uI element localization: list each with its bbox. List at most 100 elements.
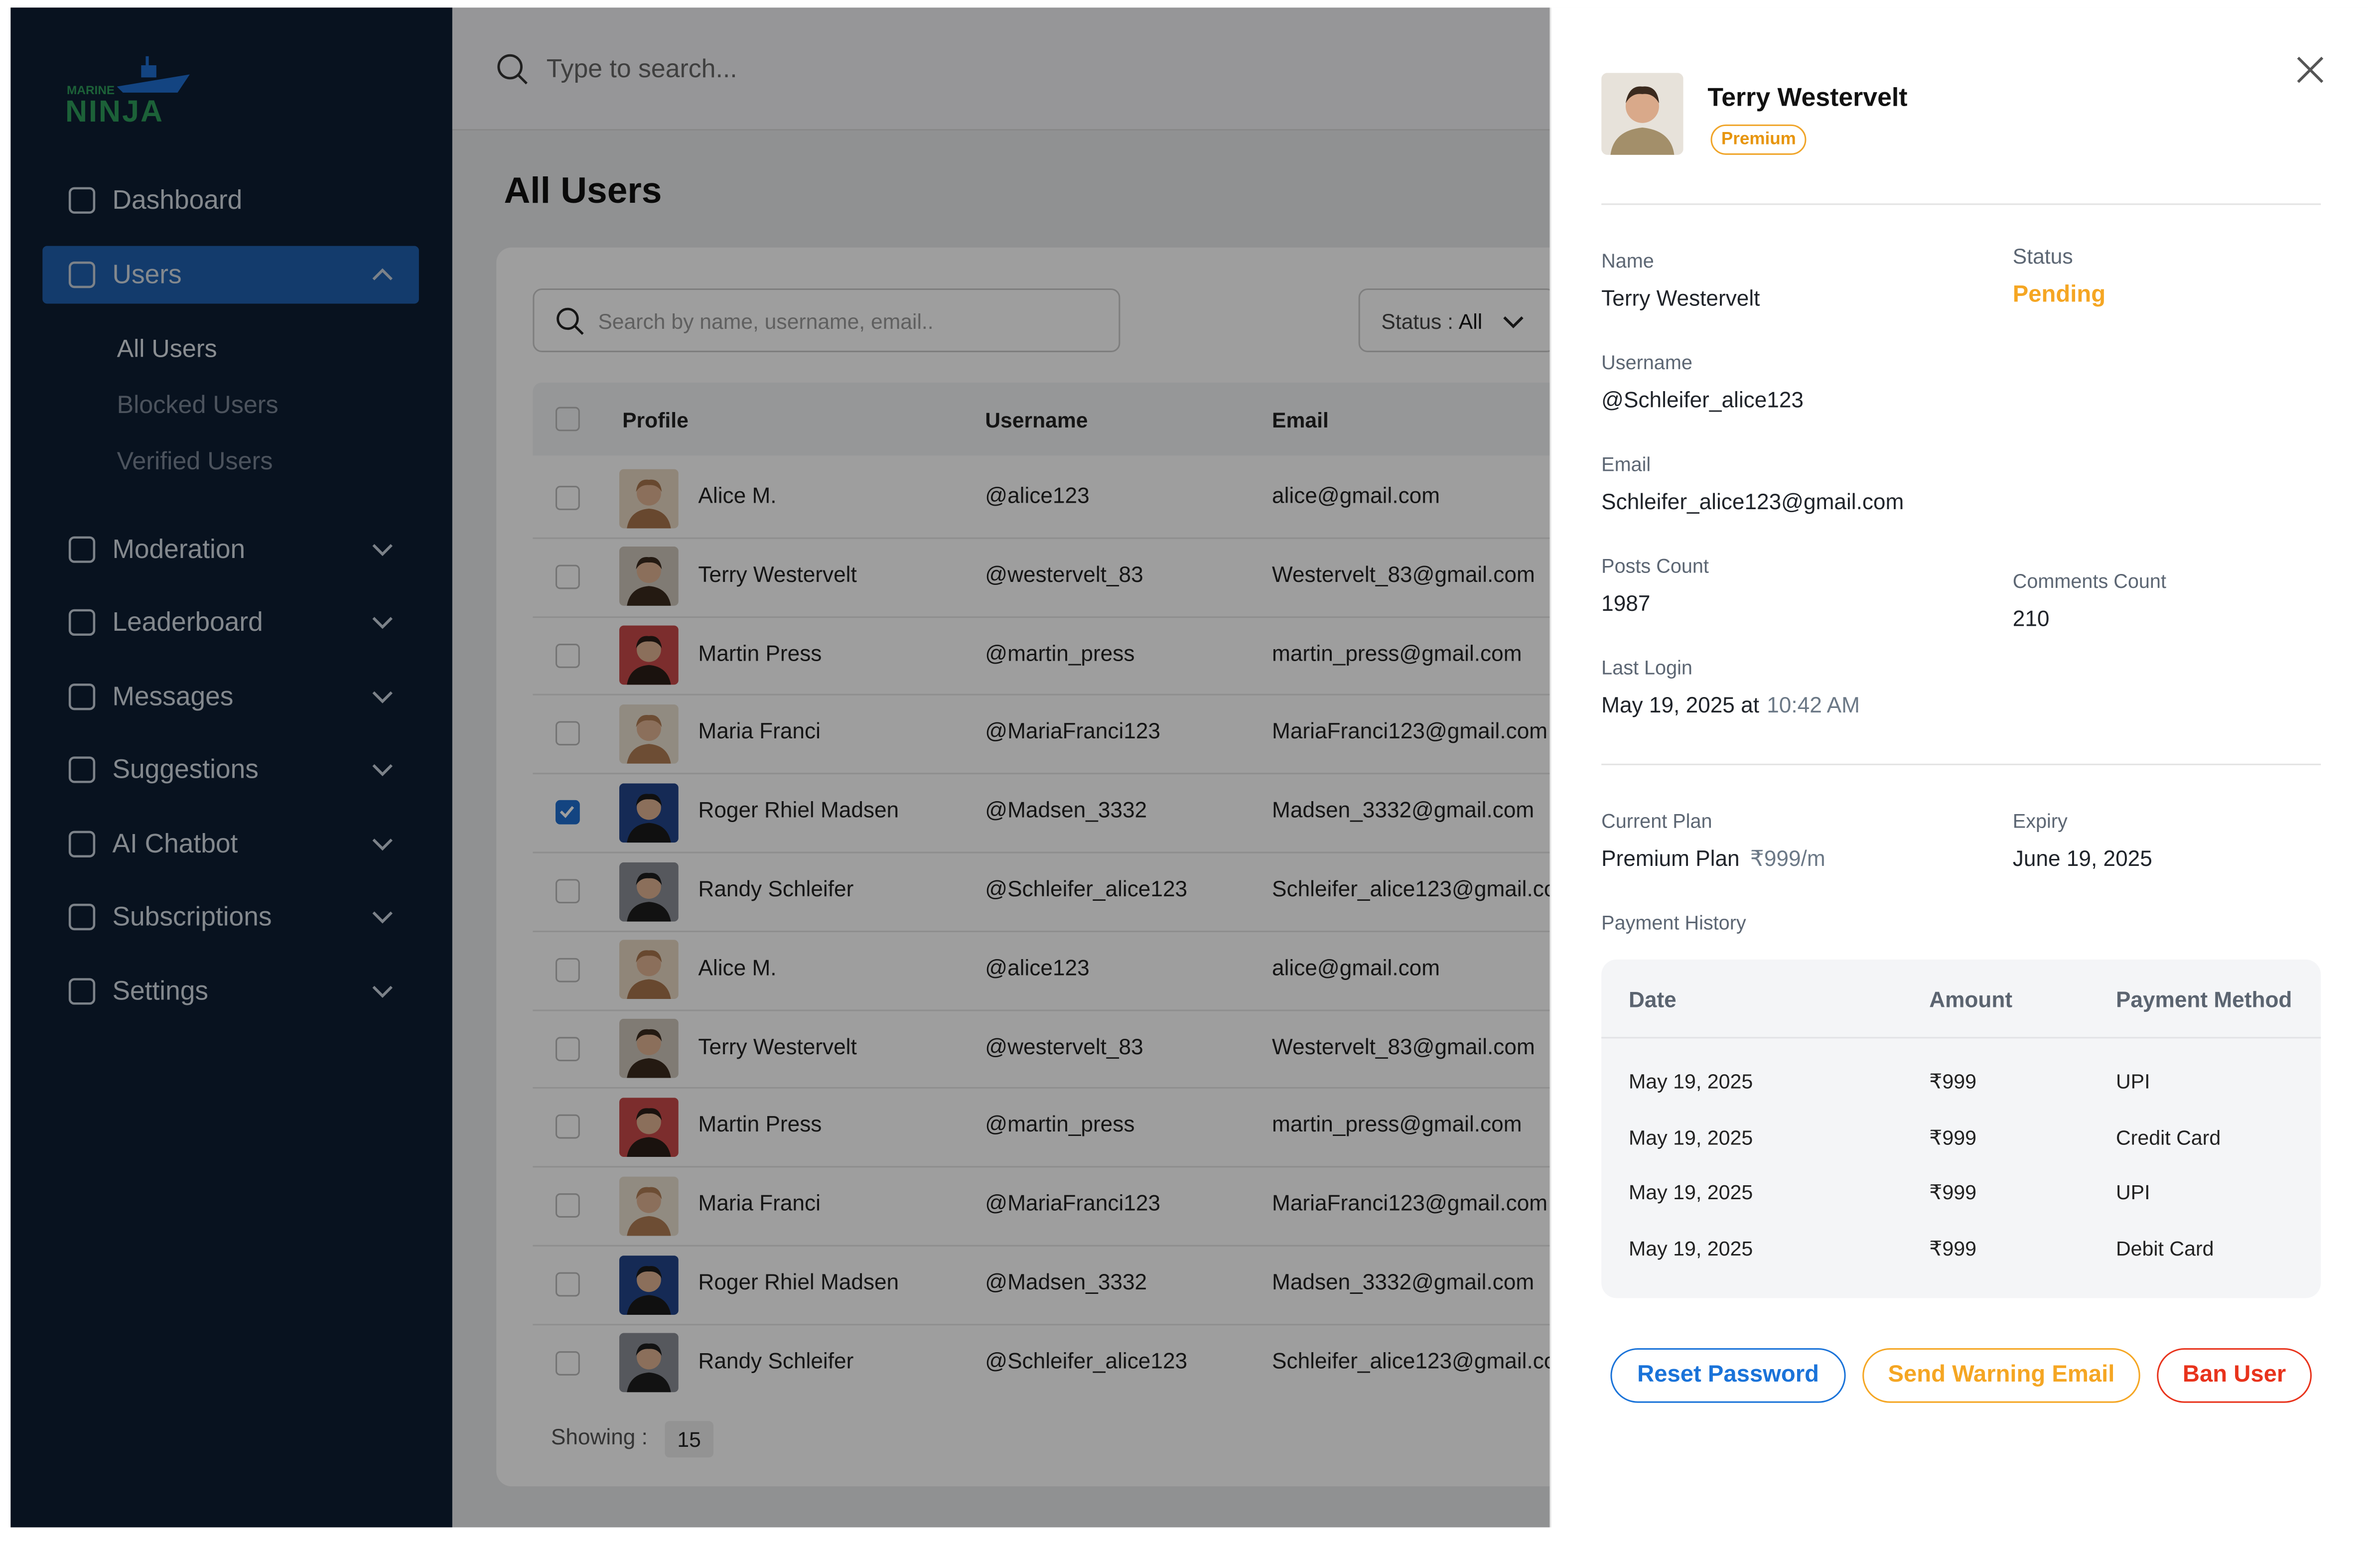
nav-icon xyxy=(68,977,96,1004)
checkbox[interactable] xyxy=(556,1272,580,1297)
checkbox[interactable] xyxy=(556,643,580,668)
chevron xyxy=(1503,316,1524,329)
row-divider xyxy=(533,694,2166,696)
user-detail-panel: Terry Westervelt Premium Name Terry West… xyxy=(1549,7,2370,1528)
field-value: 1987 xyxy=(1601,592,1651,617)
section-title: Payment History xyxy=(1601,911,1746,934)
submenu-item[interactable]: All Users xyxy=(117,335,217,363)
email: martin_press@gmail.com xyxy=(1272,1114,1522,1138)
field-label: Last Login xyxy=(1601,656,1692,679)
nav-item[interactable]: Users xyxy=(112,258,182,288)
checkbox[interactable] xyxy=(556,1351,580,1376)
plan-badge: Premium xyxy=(1710,124,1807,155)
nav-item[interactable]: Subscriptions xyxy=(112,901,272,932)
payment-cell: Debit Card xyxy=(2115,1237,2214,1260)
nav-item[interactable]: Moderation xyxy=(112,533,246,563)
field-label: Name xyxy=(1601,249,1654,273)
logo-ship xyxy=(117,56,190,93)
username: @Schleifer_alice123 xyxy=(985,1350,1188,1375)
action-button[interactable]: Reset Password xyxy=(1610,1348,1846,1403)
checkbox[interactable] xyxy=(556,1115,580,1139)
username: @Madsen_3332 xyxy=(985,799,1147,824)
user-name[interactable]: Roger Rhiel Madsen xyxy=(698,799,899,824)
payment-cell: ₹999 xyxy=(1929,1125,1977,1149)
column-header: Username xyxy=(985,408,1088,432)
checkbox[interactable] xyxy=(556,407,580,431)
checkbox[interactable] xyxy=(556,879,580,904)
avatar xyxy=(619,625,679,685)
checkbox[interactable] xyxy=(556,1036,580,1061)
table-search[interactable]: Search by name, username, email.. xyxy=(533,288,1120,352)
avatar xyxy=(619,783,679,842)
checkbox[interactable] xyxy=(556,486,580,510)
user-name[interactable]: Randy Schleifer xyxy=(698,1350,854,1375)
nav-item[interactable]: AI Chatbot xyxy=(112,827,238,858)
checkbox[interactable] xyxy=(556,1193,580,1218)
row-divider xyxy=(533,851,2166,853)
field-label: Status xyxy=(2012,244,2073,269)
status-value: All xyxy=(1458,309,1483,334)
modal-overlay[interactable] xyxy=(10,7,1550,1528)
email: Westervelt_83@gmail.com xyxy=(1272,1035,1535,1060)
checkbox[interactable] xyxy=(556,958,580,982)
field-label: Current Plan xyxy=(1601,809,1712,833)
payment-table: Date Amount Payment Method May 19, 2025 ₹999… xyxy=(1601,959,2321,1298)
user-name[interactable]: Alice M. xyxy=(698,957,777,981)
nav-item[interactable]: Settings xyxy=(112,975,209,1005)
nav-icon xyxy=(68,830,96,857)
avatar xyxy=(619,861,679,921)
username: @Schleifer_alice123 xyxy=(985,878,1188,903)
username: @martin_press xyxy=(985,1114,1135,1138)
checkbox[interactable] xyxy=(556,564,580,589)
avatar xyxy=(619,1176,679,1236)
nav-item[interactable]: Messages xyxy=(112,680,234,711)
nav-item[interactable]: Leaderboard xyxy=(112,606,263,637)
payment-cell: May 19, 2025 xyxy=(1629,1070,1753,1093)
user-name[interactable]: Martin Press xyxy=(698,642,822,667)
avatar xyxy=(619,704,679,764)
nav-item[interactable]: Suggestions xyxy=(112,753,259,784)
user-name[interactable]: Maria Franci xyxy=(698,720,821,745)
email: Schleifer_alice123@gmail.com xyxy=(1272,1350,1575,1375)
close-button[interactable] xyxy=(2295,55,2325,85)
status-label: Status : xyxy=(1381,309,1454,334)
row-divider xyxy=(533,537,2166,539)
user-name[interactable]: Randy Schleifer xyxy=(698,878,854,903)
user-name[interactable]: Alice M. xyxy=(698,485,777,509)
nav-item[interactable]: Dashboard xyxy=(112,184,243,215)
chevron xyxy=(372,764,393,777)
email: MariaFranci123@gmail.com xyxy=(1272,1192,1548,1217)
nav-icon xyxy=(68,756,96,783)
nav-icon xyxy=(68,683,96,709)
submenu-item[interactable]: Verified Users xyxy=(117,447,273,475)
nav-icon xyxy=(68,609,96,636)
user-name[interactable]: Martin Press xyxy=(698,1114,822,1138)
chevron xyxy=(372,838,393,850)
checkbox[interactable] xyxy=(556,800,580,825)
payment-cell: ₹999 xyxy=(1929,1070,1977,1093)
payment-cell: May 19, 2025 xyxy=(1629,1237,1753,1260)
user-name[interactable]: Roger Rhiel Madsen xyxy=(698,1271,899,1296)
field-value: @Schleifer_alice123 xyxy=(1601,389,1804,414)
payment-cell: ₹999 xyxy=(1929,1237,1977,1260)
action-button[interactable]: Send Warning Email xyxy=(1862,1348,2140,1403)
row-divider xyxy=(533,1245,2166,1247)
column-header: Amount xyxy=(1929,988,2013,1013)
row-divider xyxy=(533,930,2166,932)
user-name[interactable]: Terry Westervelt xyxy=(698,563,857,588)
user-name[interactable]: Maria Franci xyxy=(698,1192,821,1217)
search-input[interactable]: Type to search... xyxy=(546,54,737,84)
checkbox[interactable] xyxy=(556,721,580,746)
showing-value[interactable]: 15 xyxy=(665,1421,713,1458)
submenu-item[interactable]: Blocked Users xyxy=(117,391,279,419)
column-header: Payment Method xyxy=(2115,988,2292,1013)
payment-cell: UPI xyxy=(2115,1070,2150,1093)
username: @MariaFranci123 xyxy=(985,720,1161,745)
action-button[interactable]: Ban User xyxy=(2157,1348,2312,1403)
row-divider xyxy=(533,1009,2166,1011)
avatar xyxy=(619,1097,679,1157)
payment-cell: ₹999 xyxy=(1929,1181,1977,1204)
user-name[interactable]: Terry Westervelt xyxy=(698,1035,857,1060)
plan-price: ₹999/m xyxy=(1750,847,1825,872)
